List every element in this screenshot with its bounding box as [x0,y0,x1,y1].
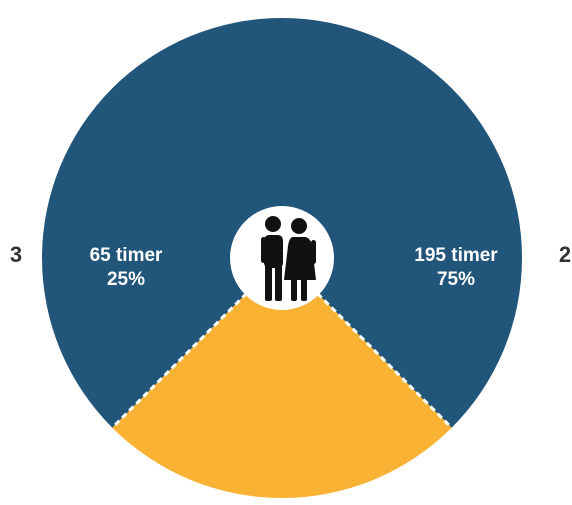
slice-labels: 195 timer 75% 65 timer 25% 2 3 [10,242,571,290]
slice-value-label-3: 65 timer [90,245,163,266]
slice-percent-label-3: 25% [107,269,145,290]
pie-slice-3 [112,258,452,499]
couple-icon [261,216,316,301]
slice-percent-label-2: 75% [437,269,475,290]
category-label-2: 2 [559,242,571,267]
category-label-3: 3 [10,242,22,267]
slice-value-label-2: 195 timer [414,245,498,266]
